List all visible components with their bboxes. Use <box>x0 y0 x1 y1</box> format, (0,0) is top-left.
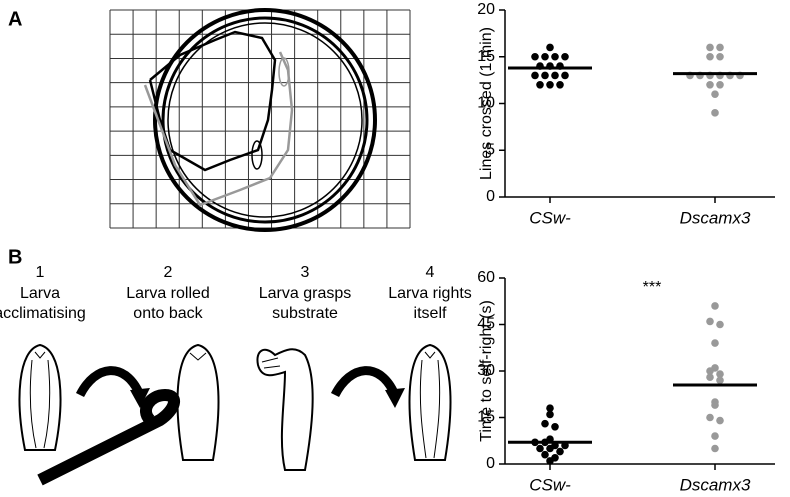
data-point <box>541 71 549 80</box>
data-point <box>711 90 719 98</box>
data-point <box>711 432 719 440</box>
data-point <box>536 81 544 89</box>
data-point <box>711 401 719 409</box>
larva-detail <box>261 357 281 369</box>
data-point <box>706 317 714 326</box>
data-point <box>561 52 569 61</box>
y-axis-label: Lines crossed (1 min) <box>478 27 495 180</box>
data-point <box>531 52 539 61</box>
larva <box>18 343 62 451</box>
panel-label: A <box>8 8 22 30</box>
data-point <box>716 370 724 378</box>
step-text: acclimatising <box>0 305 86 322</box>
data-point <box>551 52 559 61</box>
step-number: 1 <box>36 264 45 281</box>
panel-label: B <box>8 246 22 268</box>
x-tick-label: Dscamx3 <box>680 475 751 494</box>
data-point <box>551 423 559 431</box>
data-point <box>546 81 554 89</box>
data-point <box>541 419 549 428</box>
larva-marker <box>251 140 263 170</box>
data-point <box>706 367 714 375</box>
data-point <box>716 43 724 52</box>
data-point <box>536 444 544 453</box>
data-point <box>716 52 724 61</box>
track <box>148 30 277 172</box>
y-tick-label: 0 <box>486 455 495 472</box>
step-text: substrate <box>272 305 338 322</box>
data-point <box>546 43 554 52</box>
step-text: Larva grasps <box>259 285 352 302</box>
step-text: Larva <box>20 285 60 302</box>
larva-illustrations <box>18 343 452 486</box>
step-text: Larva rights <box>388 285 472 302</box>
data-point <box>706 413 714 422</box>
y-axis-label: Time to self-right (s) <box>478 300 495 442</box>
arena-ring <box>167 22 363 218</box>
data-point <box>556 447 564 456</box>
x-tick-label: Dscamx3 <box>680 208 751 227</box>
y-tick-label: 30 <box>477 362 495 379</box>
larva-detail <box>419 351 441 459</box>
data-point <box>541 450 549 459</box>
arena-ring <box>153 8 377 232</box>
data-point <box>711 444 719 453</box>
step-text: onto back <box>133 305 203 322</box>
track <box>143 51 294 207</box>
y-tick-label: 45 <box>477 316 495 333</box>
step-number: 3 <box>301 264 310 281</box>
data-point <box>541 52 549 61</box>
arrow <box>330 366 400 398</box>
annotation: *** <box>643 279 662 296</box>
data-point <box>546 444 554 453</box>
data-point <box>711 109 719 117</box>
arrow <box>75 366 145 398</box>
arena-grid <box>109 9 411 229</box>
data-point <box>716 416 724 425</box>
y-tick-label: 5 <box>486 141 495 158</box>
arrow-head <box>130 388 150 408</box>
data-point <box>716 81 724 89</box>
data-point <box>711 339 719 347</box>
y-tick-label: 10 <box>477 95 495 112</box>
y-tick-label: 15 <box>477 48 495 65</box>
data-point <box>556 81 564 89</box>
step-text: Larva rolled <box>126 285 210 302</box>
data-point <box>561 71 569 80</box>
data-point <box>546 404 554 413</box>
larva <box>176 343 220 461</box>
data-point <box>716 320 724 329</box>
arrow-head <box>385 388 405 408</box>
arena-ring <box>161 16 369 224</box>
data-point <box>711 302 719 310</box>
data-point <box>706 81 714 89</box>
larva-detail <box>189 352 207 361</box>
data-point <box>706 52 714 61</box>
data-point <box>706 43 714 52</box>
data-point <box>531 71 539 80</box>
step-number: 4 <box>426 264 435 281</box>
data-point <box>551 71 559 80</box>
y-tick-label: 60 <box>477 269 495 286</box>
step-text: itself <box>414 305 447 322</box>
x-tick-label: CSw- <box>529 475 571 494</box>
data-point <box>546 457 554 465</box>
data-point <box>716 376 724 385</box>
data-point <box>546 410 554 419</box>
brush <box>37 388 180 486</box>
y-tick-label: 0 <box>486 188 495 205</box>
arena-illustration <box>143 8 377 232</box>
step-number: 2 <box>164 264 173 281</box>
y-tick-label: 15 <box>477 409 495 426</box>
data-point <box>706 373 714 382</box>
y-tick-label: 20 <box>477 1 495 18</box>
larva-detail <box>29 351 51 449</box>
larva <box>408 343 452 461</box>
larva-marker <box>278 57 290 87</box>
larva <box>256 348 314 471</box>
x-tick-label: CSw- <box>529 208 571 227</box>
